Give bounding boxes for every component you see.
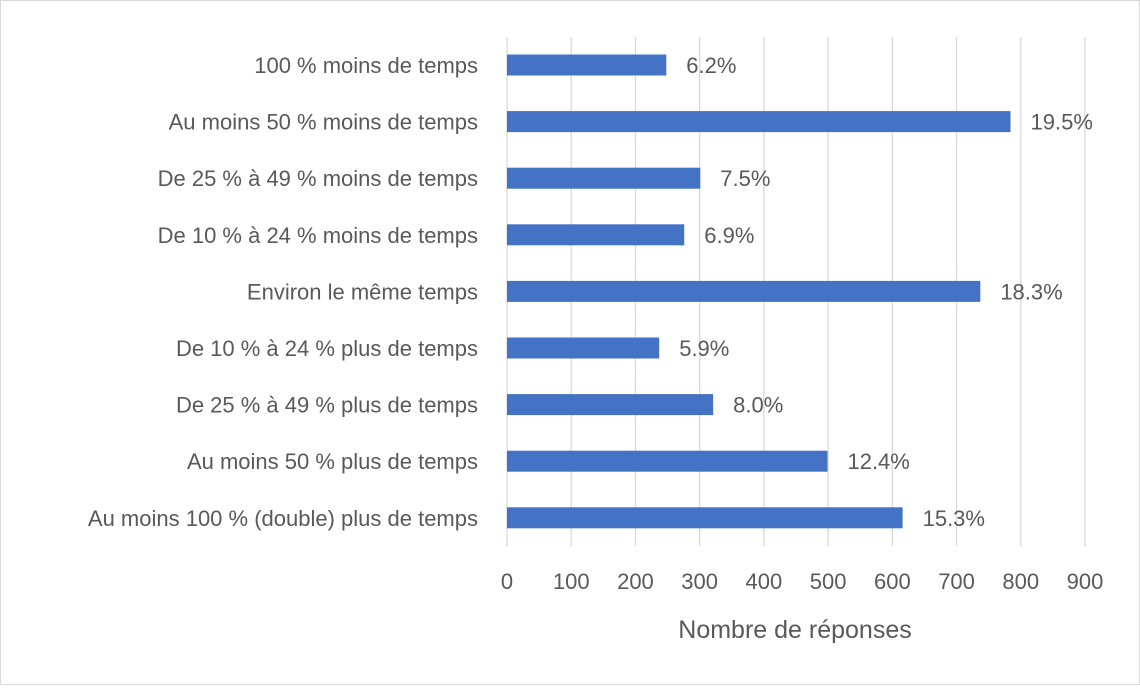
category-label: De 10 % à 24 % plus de temps [176, 336, 478, 361]
x-tick-label: 900 [1067, 569, 1104, 594]
category-label: Environ le même temps [247, 279, 478, 304]
x-tick-label: 0 [501, 569, 513, 594]
bar [507, 394, 714, 416]
data-label: 19.5% [1031, 110, 1093, 135]
category-label: De 10 % à 24 % moins de temps [158, 223, 478, 248]
category-label: Au moins 100 % (double) plus de temps [88, 506, 478, 531]
category-label: Au moins 50 % plus de temps [187, 449, 478, 474]
data-label: 6.9% [704, 223, 754, 248]
data-labels: 6.2% 19.5% 7.5% 6.9% 18.3% 5.9% 8.0% 12.4% 15.3% [679, 53, 1093, 531]
x-tick-label: 200 [617, 569, 654, 594]
category-label: De 25 % à 49 % moins de temps [158, 166, 478, 191]
bar [507, 507, 903, 529]
bar [507, 54, 667, 76]
x-tick-labels: 0 100 200 300 400 500 600 700 800 900 [501, 569, 1103, 594]
x-tick-label: 600 [874, 569, 911, 594]
bar [507, 111, 1011, 133]
bars [507, 54, 1011, 529]
x-tick-label: 800 [1002, 569, 1039, 594]
x-tick-label: 400 [746, 569, 783, 594]
data-label: 15.3% [923, 506, 985, 531]
x-tick-label: 100 [553, 569, 590, 594]
category-label: 100 % moins de temps [254, 53, 478, 78]
data-label: 18.3% [1000, 279, 1062, 304]
x-axis-title: Nombre de réponses [678, 616, 911, 644]
data-label: 12.4% [847, 449, 909, 474]
data-label: 8.0% [733, 393, 783, 418]
x-tick-label: 700 [938, 569, 975, 594]
x-tick-label: 300 [681, 569, 718, 594]
bar [507, 280, 981, 302]
x-tick-label: 500 [810, 569, 847, 594]
data-label: 6.2% [686, 53, 736, 78]
data-label: 7.5% [720, 166, 770, 191]
category-labels: 100 % moins de temps Au moins 50 % moins … [88, 53, 478, 531]
bar [507, 450, 828, 472]
data-label: 5.9% [679, 336, 729, 361]
category-label: De 25 % à 49 % plus de temps [176, 393, 478, 418]
bar [507, 224, 685, 246]
bar [507, 337, 660, 359]
bar [507, 167, 701, 189]
category-label: Au moins 50 % moins de temps [169, 110, 478, 135]
